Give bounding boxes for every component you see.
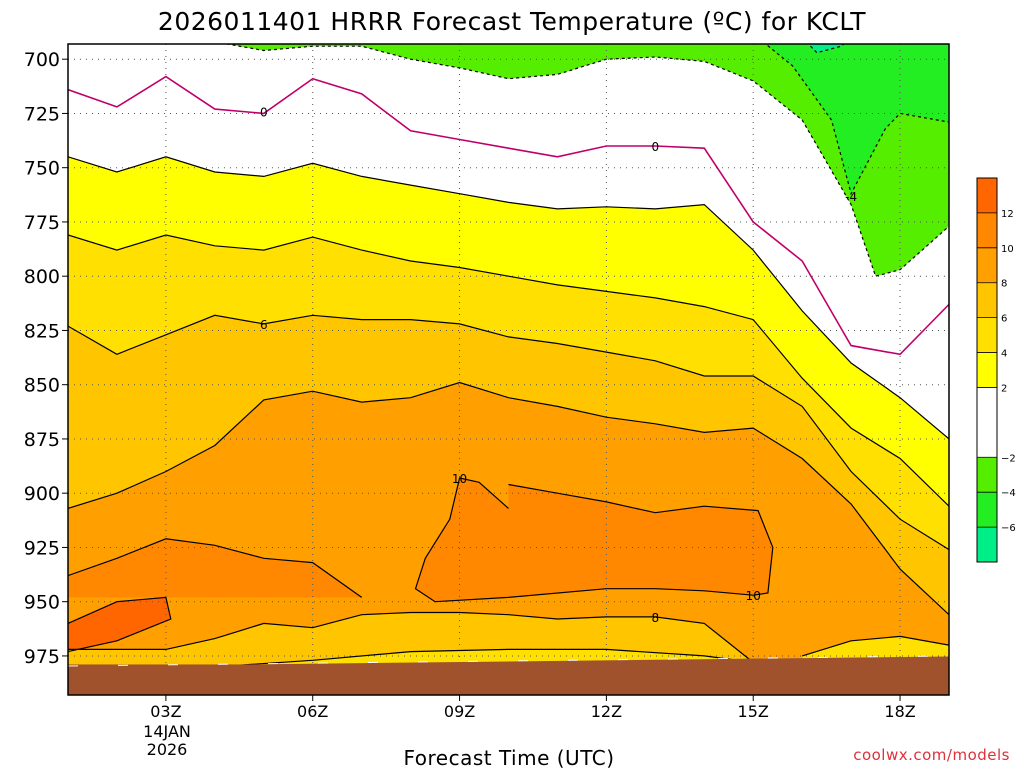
- ground-slope: [68, 656, 949, 695]
- x-tick-label-12Z: 12Z: [591, 702, 622, 721]
- isotherm-10-5: [68, 538, 363, 598]
- y-tick-label-875: 875: [24, 429, 60, 451]
- colorbar-tick-label--4: −4: [1001, 488, 1016, 499]
- colorbar-tick-label--2: −2: [1001, 453, 1016, 464]
- colorbar-bin-9: [977, 178, 997, 213]
- colorbar-tick-label-8: 8: [1001, 279, 1007, 290]
- x-date-line1: 14JAN: [143, 722, 191, 741]
- colorbar-tick-label--6: −6: [1001, 523, 1016, 534]
- plot-frame: [67, 43, 950, 696]
- colorbar-bin-3: [977, 387, 997, 458]
- isotherm-6-10: [802, 635, 949, 657]
- y-tick-label-825: 825: [24, 320, 60, 342]
- y-tick-label-900: 900: [24, 483, 60, 505]
- isotherm--2-11: [223, 44, 949, 277]
- x-tick-label-03Z: 03Z: [150, 702, 181, 721]
- y-tick-label-850: 850: [24, 375, 60, 397]
- colorbar-bin-6: [977, 282, 997, 318]
- contour-label-2: -4: [845, 190, 857, 204]
- contour-label-4: 10: [452, 472, 467, 486]
- fill-pocket-10-0: [68, 538, 362, 598]
- colorbar-tick-label-6: 6: [1001, 314, 1007, 325]
- y-tick-label-925: 925: [24, 537, 60, 559]
- colorbar-frame: [976, 177, 998, 563]
- x-tick-label-15Z: 15Z: [738, 702, 769, 721]
- isotherm--4-12: [764, 44, 949, 196]
- x-tick-label-18Z: 18Z: [884, 702, 915, 721]
- credit-text: coolwx.com/models: [853, 746, 1010, 764]
- y-tick-label-725: 725: [24, 103, 60, 125]
- isotherm-6-3: [68, 314, 949, 551]
- isotherm-10-6: [414, 477, 774, 603]
- x-date-line2: 2026: [147, 740, 188, 759]
- isotherm-12-7: [68, 596, 172, 653]
- isotherm-8-4: [68, 381, 949, 616]
- isotherm-4-2: [68, 234, 949, 507]
- colorbar-bin-4: [977, 352, 997, 388]
- contour-label-3: 6: [260, 318, 268, 332]
- fill-band-cold--4: [763, 44, 949, 194]
- colorbar-bin-7: [977, 247, 997, 283]
- isotherm-6-9: [214, 648, 754, 668]
- chart-title: 2026011401 HRRR Forecast Temperature (ºC…: [158, 7, 866, 36]
- colorbar: −6 −4 −2 2 4 6 8 10 12: [976, 177, 1016, 563]
- contour-label-5: 10: [746, 589, 761, 603]
- colorbar-bin-1: [977, 492, 997, 528]
- y-tick-label-700: 700: [24, 49, 60, 71]
- colorbar-bin-5: [977, 317, 997, 353]
- colorbar-tick-label-4: 4: [1001, 349, 1007, 360]
- y-tick-label-750: 750: [24, 158, 60, 180]
- isotherm-0-0: [68, 75, 949, 356]
- colorbar-bin-0: [977, 527, 997, 562]
- fill-pocket-10-1: [415, 478, 773, 602]
- isotherm-8-8: [68, 611, 754, 663]
- colorbar-tick-label-10: 10: [1001, 244, 1014, 255]
- contour-label-6: 8: [652, 611, 660, 625]
- contour-label-0: 0: [260, 105, 268, 119]
- fill-pocket-12-2: [68, 597, 171, 652]
- colorbar-tick-label-2: 2: [1001, 383, 1007, 394]
- x-tick-label-09Z: 09Z: [444, 702, 475, 721]
- y-tick-label-975: 975: [24, 646, 60, 668]
- colorbar-bin-2: [977, 457, 997, 493]
- contour-label-1: 0: [652, 140, 660, 154]
- y-tick-label-775: 775: [24, 212, 60, 234]
- x-tick-label-06Z: 06Z: [297, 702, 328, 721]
- y-tick-label-950: 950: [24, 592, 60, 614]
- colorbar-bin-8: [977, 212, 997, 248]
- colorbar-tick-label-12: 12: [1001, 209, 1014, 220]
- y-tick-label-800: 800: [24, 266, 60, 288]
- fill-band-cold--6: [802, 44, 852, 53]
- x-axis-label: Forecast Time (UTC): [403, 746, 614, 768]
- isotherm-2-1: [68, 156, 949, 440]
